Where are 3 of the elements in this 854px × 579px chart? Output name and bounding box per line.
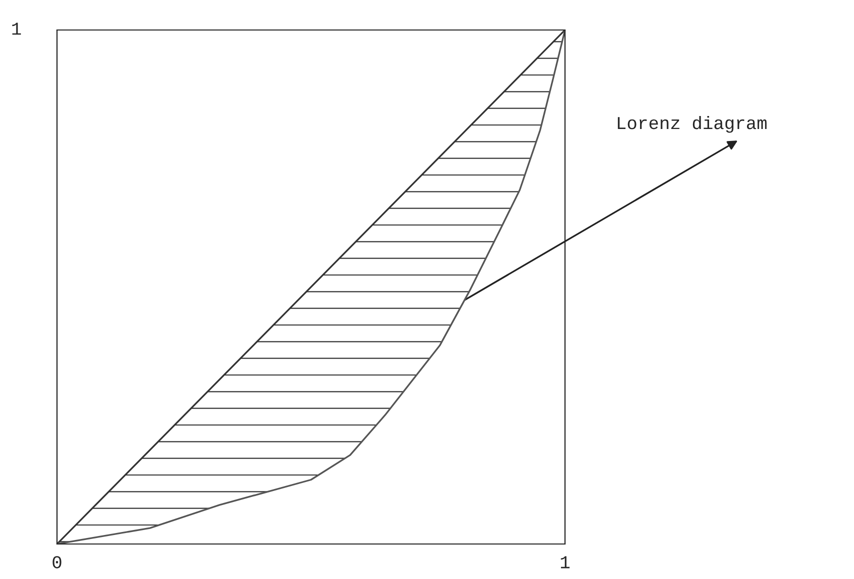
annotation: Lorenz diagram: [618, 116, 767, 133]
x-tick-label: 0: [52, 556, 62, 568]
text: 1: [12, 22, 21, 35]
